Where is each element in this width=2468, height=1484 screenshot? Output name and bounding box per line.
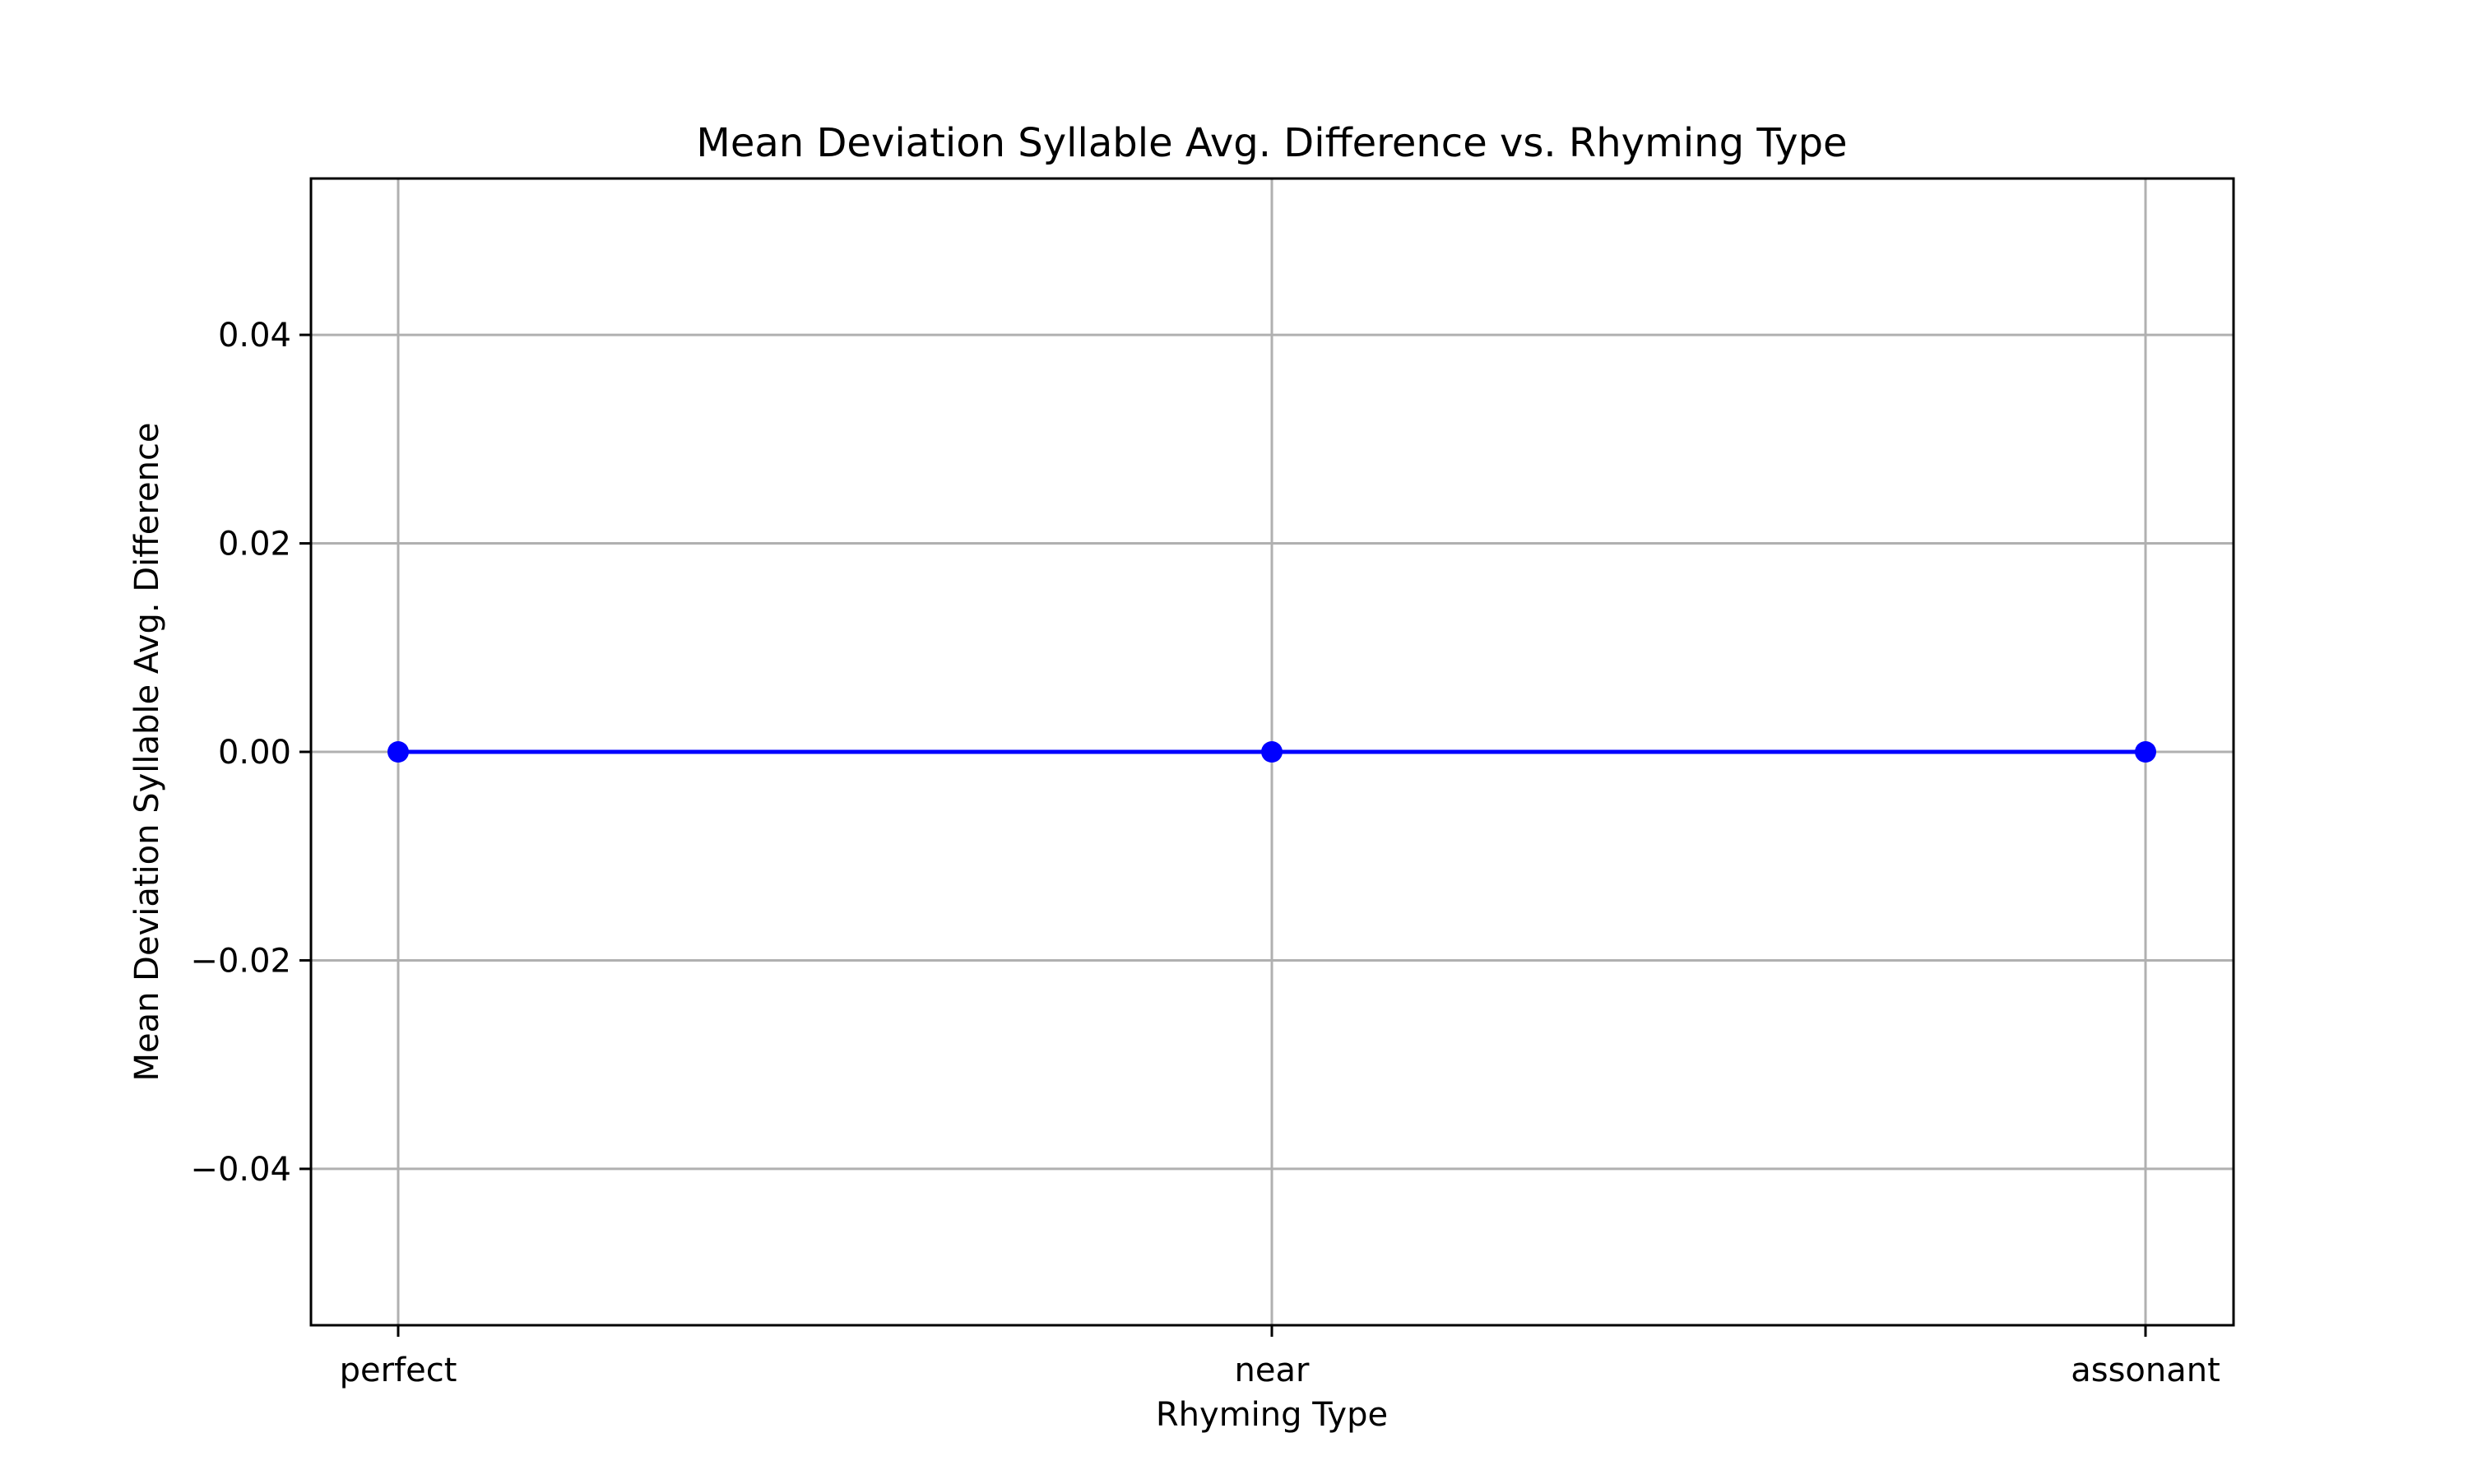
y-tick-label: −0.02 — [190, 942, 291, 980]
x-tick-label: near — [1235, 1352, 1310, 1389]
y-tick-label: 0.04 — [218, 317, 291, 355]
y-axis-label: Mean Deviation Syllable Avg. Difference — [128, 422, 166, 1081]
x-tick-label: perfect — [340, 1352, 457, 1389]
data-point-marker — [387, 741, 409, 763]
axis-ticks: −0.04 −0.02 0.00 0.02 0.04 perfect near assonan… — [190, 317, 2220, 1389]
data-point-marker — [2135, 741, 2156, 763]
y-tick-label: −0.04 — [190, 1151, 291, 1189]
x-axis-label: Rhyming Type — [1156, 1396, 1388, 1434]
y-tick-label: 0.00 — [218, 734, 291, 772]
chart-title: Mean Deviation Syllable Avg. Difference … — [696, 120, 1847, 166]
series-layer — [387, 741, 2156, 763]
data-point-marker — [1261, 741, 1283, 763]
x-tick-label: assonant — [2071, 1352, 2220, 1389]
y-tick-label: 0.02 — [218, 526, 291, 563]
